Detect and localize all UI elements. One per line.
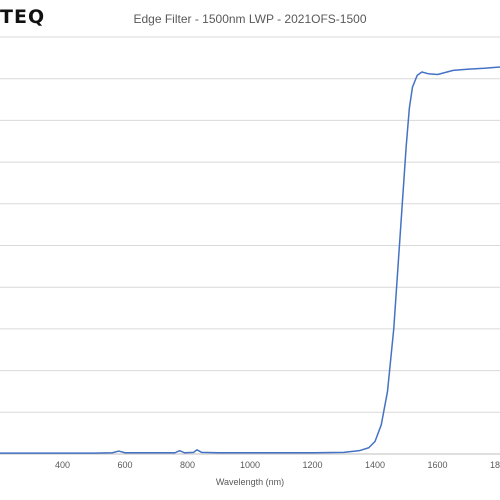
x-tick-label: 1200 <box>302 460 322 470</box>
x-tick-label: 800 <box>180 460 195 470</box>
x-axis-label: Wavelength (nm) <box>216 477 284 487</box>
x-tick-label: 1400 <box>365 460 385 470</box>
x-tick-label: 1800 <box>490 460 500 470</box>
chart-title: Edge Filter - 1500nm LWP - 2021OFS-1500 <box>133 12 367 26</box>
x-tick-label: 1000 <box>240 460 260 470</box>
x-tick-label: 1600 <box>427 460 447 470</box>
x-tick-label: 600 <box>117 460 132 470</box>
x-tick-labels: 400 600 800 1000 1200 1400 1600 1800 <box>55 460 500 470</box>
x-tick-label: 400 <box>55 460 70 470</box>
series-line <box>0 66 500 454</box>
brand-logo: TEQ <box>0 6 46 28</box>
gridlines <box>0 36 500 413</box>
